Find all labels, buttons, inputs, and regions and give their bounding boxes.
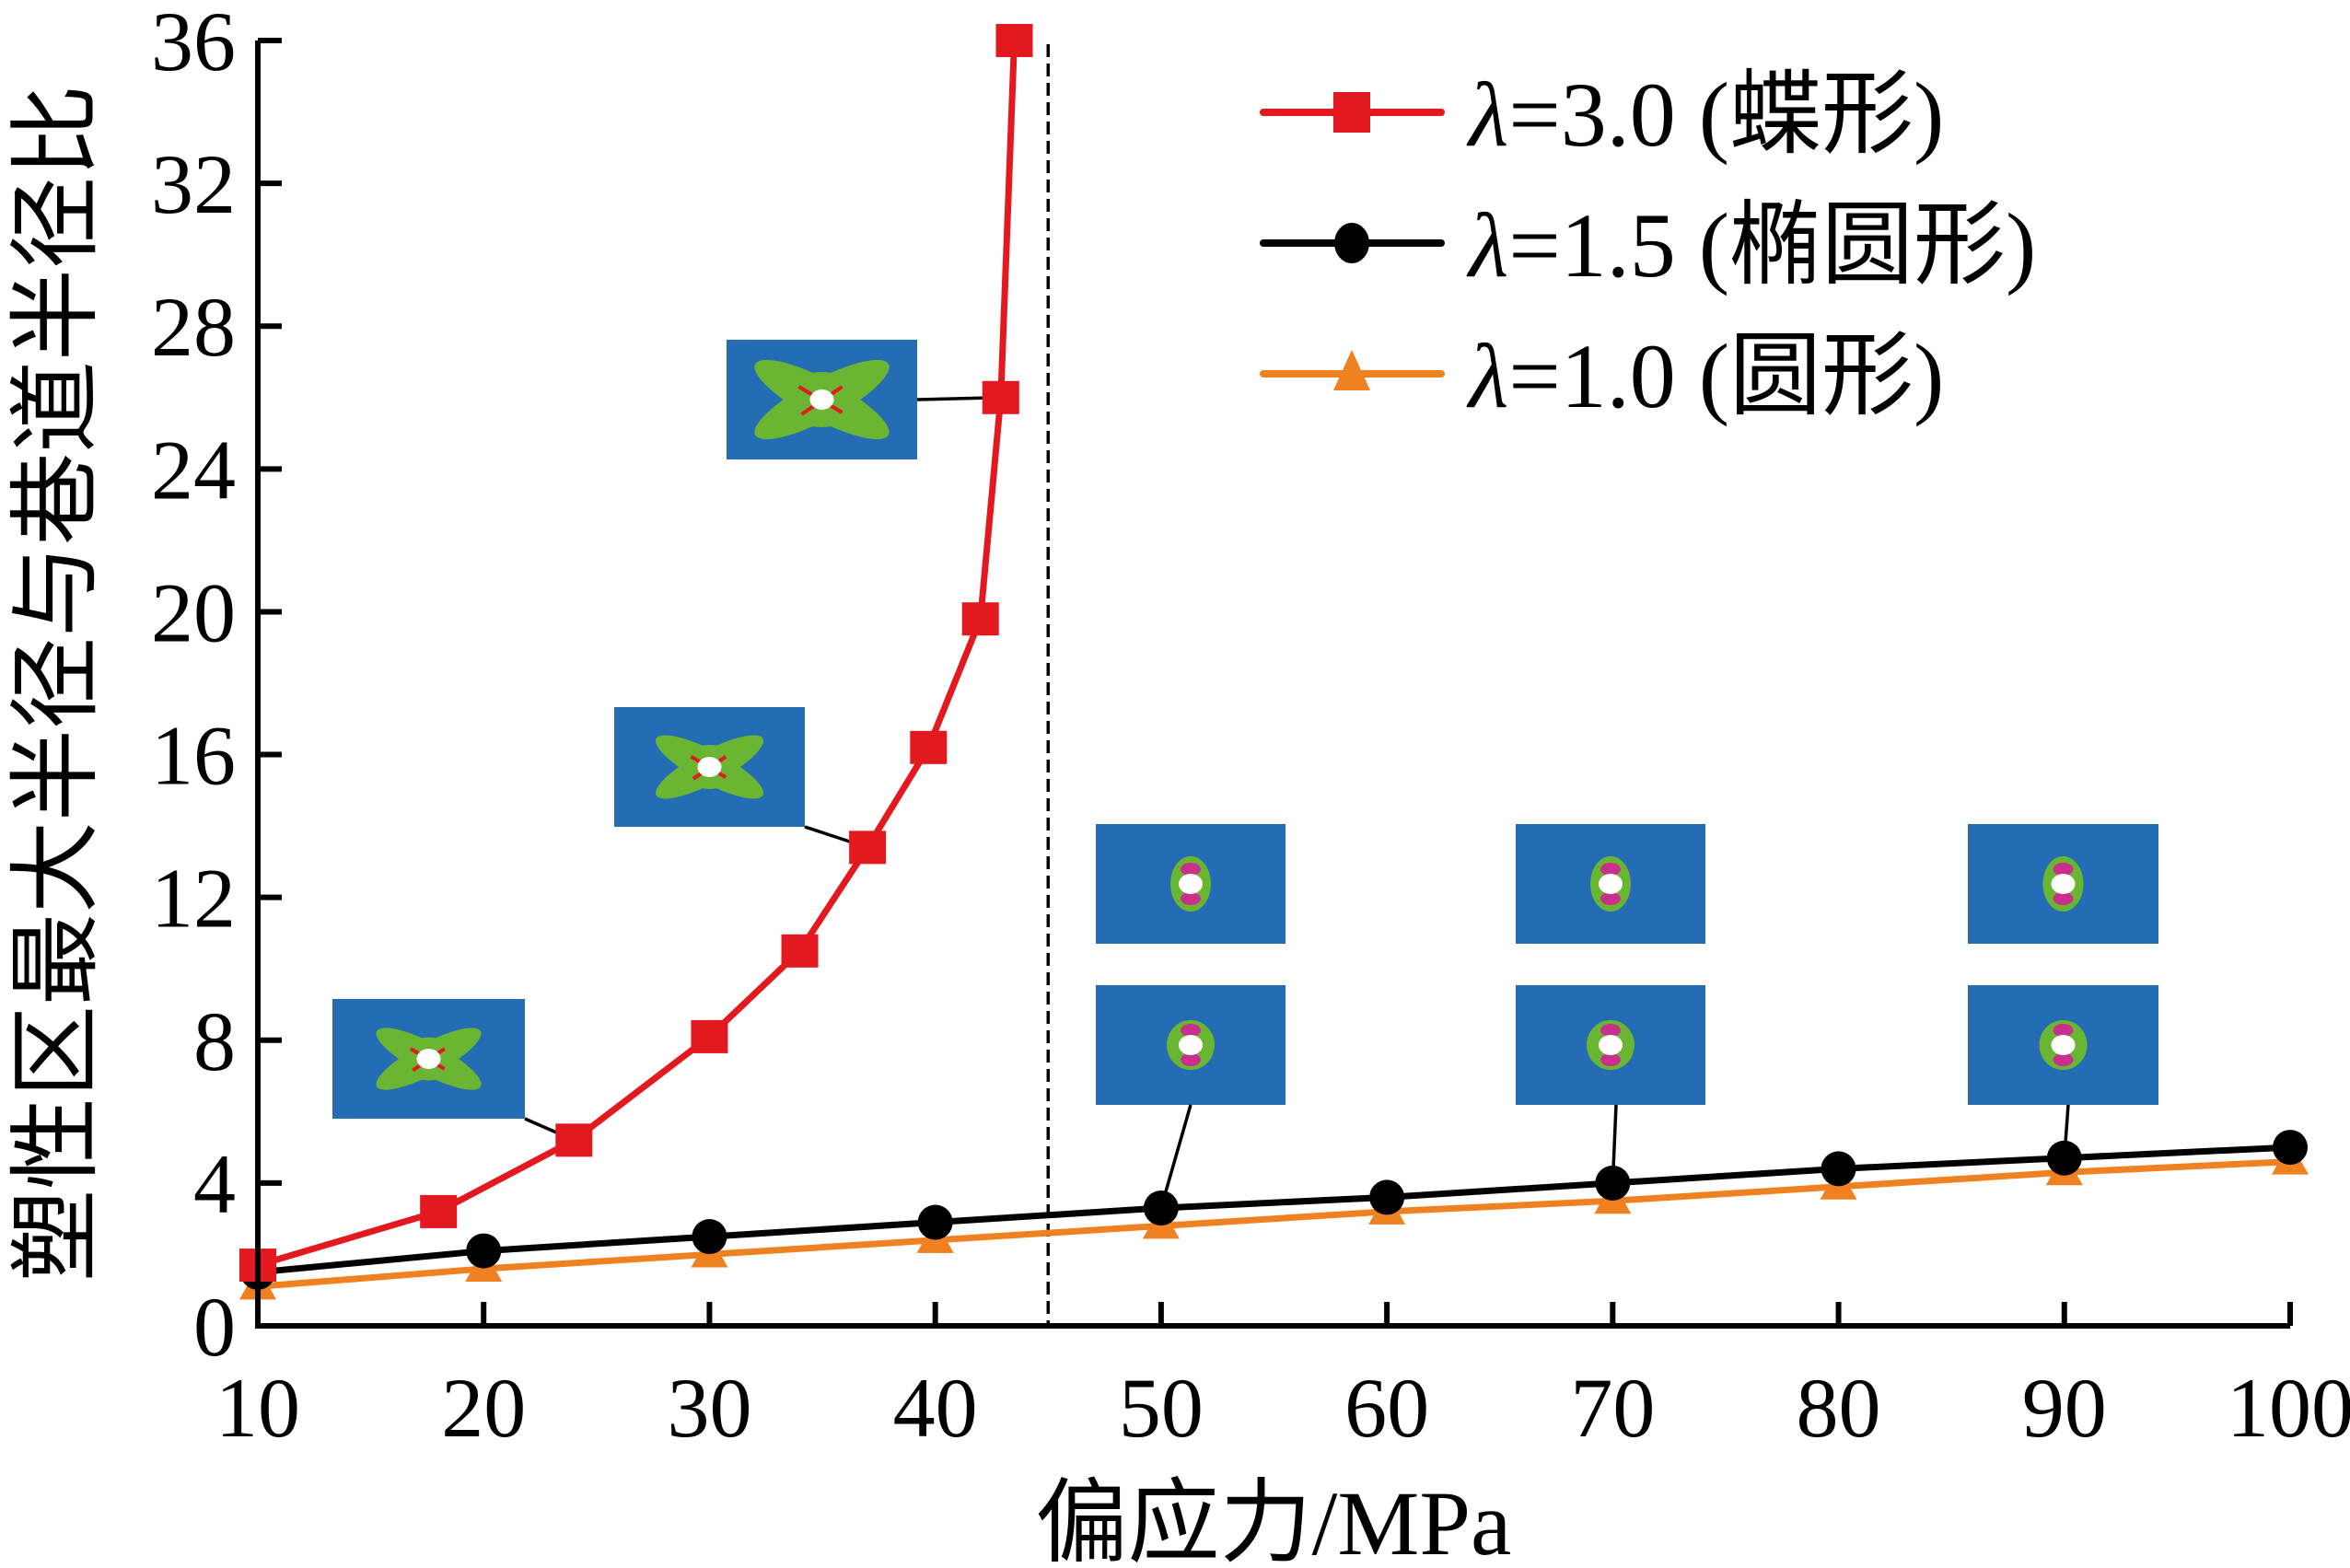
roadway-opening (1599, 874, 1623, 894)
data-point-square (691, 1019, 728, 1053)
x-tick-label: 40 (893, 1361, 978, 1455)
tension-zone (1181, 1053, 1201, 1066)
legend-entry: λ=1.5 (椭圆形) (1260, 194, 2036, 296)
data-point-square (781, 934, 819, 968)
tension-zone (1181, 863, 1201, 876)
legend-circle-marker (1334, 223, 1369, 263)
y-tick-label: 4 (193, 1137, 236, 1231)
x-tick-label: 80 (1797, 1361, 1881, 1455)
x-axis-title: 偏应力/MPa (1036, 1472, 1512, 1568)
tension-zone (1600, 892, 1621, 905)
data-point-square (910, 730, 948, 764)
inset-leader-line (1159, 1104, 1192, 1209)
data-point-circle (1821, 1151, 1856, 1187)
legend: λ=3.0 (蝶形)λ=1.5 (椭圆形)λ=1.0 (圆形) (1260, 64, 2036, 427)
series-line (257, 40, 1018, 1269)
y-axis-title: 塑性区最大半径与巷道半径比 (6, 85, 108, 1282)
x-tick-label: 50 (1119, 1361, 1204, 1455)
roadway-opening (416, 1049, 441, 1069)
data-point-circle (2046, 1140, 2082, 1176)
x-tick-label: 100 (2227, 1361, 2350, 1455)
roadway-opening (1599, 1035, 1623, 1055)
plastic-zone-circle-90 (1968, 985, 2158, 1105)
roadway-opening (697, 757, 722, 777)
x-tick-label: 10 (215, 1361, 300, 1455)
plastic-zone-circle-50 (1096, 985, 1286, 1105)
data-point-circle (1143, 1191, 1179, 1226)
legend-square-marker (1333, 92, 1370, 133)
lambda-symbol: λ (1466, 325, 1508, 427)
data-point-circle (692, 1219, 727, 1255)
y-tick-label: 12 (151, 852, 236, 946)
data-point-circle (917, 1204, 953, 1240)
insets-layer (332, 340, 2158, 1119)
plastic-zone-ellipse-70 (1516, 824, 1705, 944)
data-point-square (420, 1194, 458, 1228)
y-tick-label: 28 (151, 280, 236, 374)
x-tick-label: 90 (2022, 1361, 2107, 1455)
tension-zone (1600, 1024, 1621, 1037)
plastic-zone-butterfly-small (332, 999, 525, 1119)
data-point-circle (1369, 1179, 1405, 1215)
series-layer (239, 24, 2309, 1300)
legend-entry: λ=3.0 (蝶形) (1260, 64, 1944, 166)
lambda-symbol: λ (1466, 64, 1508, 166)
plastic-zone-butterfly-large (727, 340, 917, 459)
tension-zone (1181, 892, 1201, 905)
plastic-zone-ellipse-90 (1968, 824, 2158, 944)
legend-entry: λ=1.0 (圆形) (1260, 325, 1944, 427)
x-tick-label: 60 (1344, 1361, 1429, 1455)
y-tick-label: 20 (151, 565, 236, 659)
roadway-opening (809, 389, 834, 410)
y-tick-label: 16 (151, 709, 236, 803)
legend-label-rest: =3.0 (蝶形) (1508, 64, 1944, 166)
data-point-circle (466, 1233, 502, 1269)
legend-label-rest: =1.0 (圆形) (1508, 325, 1944, 427)
x-tick-label: 70 (1570, 1361, 1655, 1455)
data-point-square (849, 830, 887, 865)
roadway-opening (1179, 874, 1203, 894)
x-tick-label: 30 (667, 1361, 751, 1455)
roadway-opening (2051, 1035, 2076, 1055)
legend-label: λ=1.0 (圆形) (1466, 325, 1944, 427)
legend-label-rest: =1.5 (椭圆形) (1508, 194, 2036, 296)
plastic-zone-butterfly-medium (614, 707, 805, 827)
tension-zone (1600, 863, 1621, 876)
axes (255, 38, 2293, 1329)
tension-zone (1600, 1053, 1621, 1066)
y-tick-label: 0 (193, 1280, 236, 1374)
tick-labels: 0 4 8 12 16 20 24 28 32 36 10 20 30 40 50 60 70 80 90 100 (151, 0, 2350, 1455)
tension-zone (2053, 863, 2074, 876)
data-point-square (555, 1123, 593, 1157)
series-line (257, 1144, 2291, 1276)
data-point-square (982, 380, 1019, 414)
x-tick-label: 20 (441, 1361, 526, 1455)
y-tick-label: 32 (151, 137, 236, 231)
tension-zone (2053, 892, 2074, 905)
data-point-square (995, 24, 1033, 57)
legend-label: λ=3.0 (蝶形) (1466, 64, 1944, 166)
tension-zone (1181, 1024, 1201, 1037)
lambda-symbol: λ (1466, 194, 1508, 296)
series-line (257, 1158, 2291, 1290)
plastic-zone-circle-70 (1516, 985, 1705, 1105)
y-tick-label: 24 (151, 423, 236, 517)
series-triangle (239, 1141, 2309, 1300)
data-point-circle (1595, 1165, 1631, 1201)
roadway-opening (1179, 1035, 1203, 1055)
tension-zone (2053, 1024, 2074, 1037)
legend-triangle-marker (1333, 350, 1370, 390)
data-point-circle (2273, 1130, 2308, 1166)
plastic-zone-ellipse-50 (1096, 824, 1286, 944)
legend-label: λ=1.5 (椭圆形) (1466, 194, 2036, 296)
data-point-square (961, 602, 999, 636)
roadway-opening (2051, 874, 2076, 894)
tension-zone (2053, 1053, 2074, 1066)
y-tick-label: 36 (151, 0, 236, 88)
y-tick-label: 8 (193, 994, 236, 1088)
